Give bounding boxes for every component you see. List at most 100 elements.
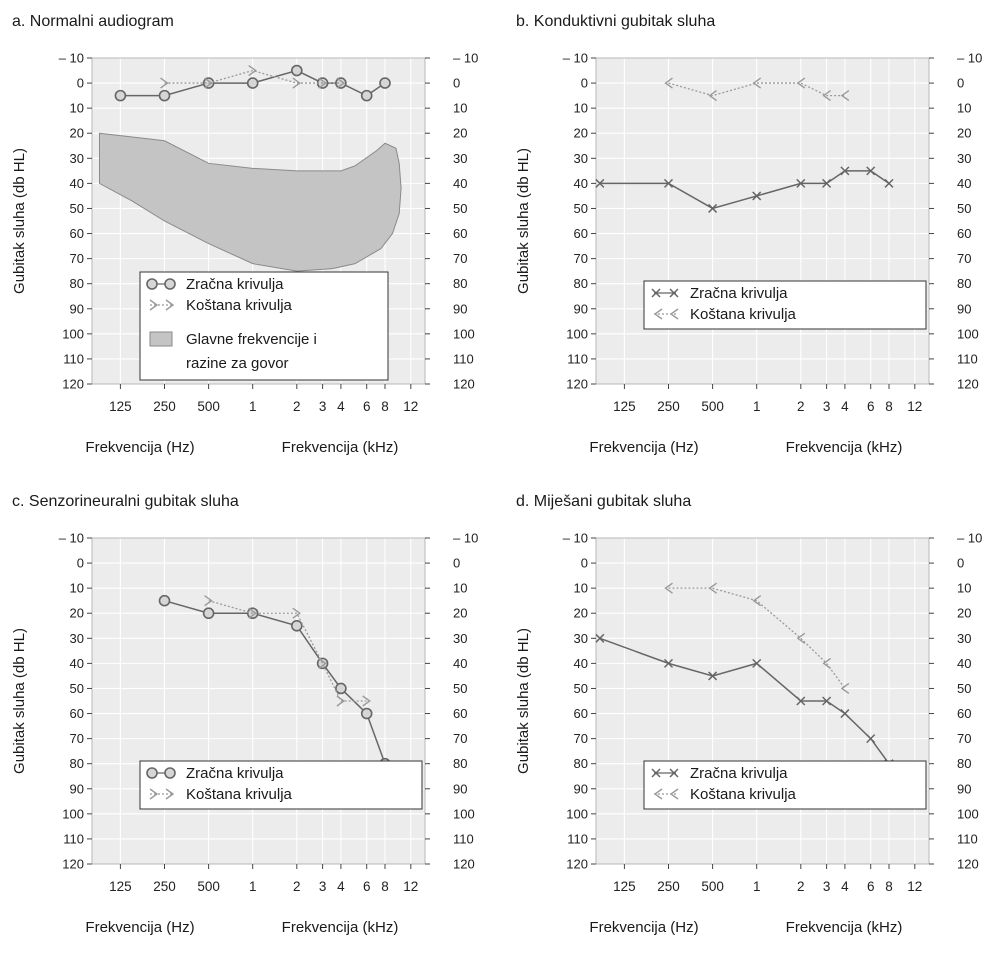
x-tick-label: 1 — [249, 399, 257, 414]
y-tick-label-right: 30 — [453, 631, 467, 646]
y-tick-label: 100 — [566, 806, 588, 821]
legend-air-marker — [651, 768, 661, 778]
y-tick-label: 70 — [70, 731, 84, 746]
series-air — [114, 64, 391, 102]
bone-point — [204, 77, 213, 89]
air-point — [158, 89, 171, 102]
y-tick-label-right: 90 — [453, 301, 467, 316]
y-tick-label-right: 20 — [957, 126, 971, 141]
series-air — [595, 633, 894, 769]
x-tick-label: 3 — [823, 399, 831, 414]
y-tick-label: 40 — [574, 176, 588, 191]
bone-point — [664, 582, 673, 594]
x-tick-label: 1 — [249, 879, 257, 894]
x-tick-label: 12 — [907, 399, 922, 414]
air-point — [114, 89, 127, 102]
air-point — [595, 178, 605, 188]
x-axis-label-hz: Frekvencija (Hz) — [85, 919, 194, 936]
y-tick-label-right: – 10 — [957, 51, 982, 66]
x-tick-label: 250 — [153, 399, 176, 414]
bone-point — [362, 695, 371, 707]
y-tick-label-right: 20 — [957, 606, 971, 621]
y-tick-label-right: 100 — [453, 806, 475, 821]
legend-label: razine za govor — [186, 355, 289, 372]
y-axis-label: Gubitak sluha (db HL) — [515, 628, 532, 774]
x-tick-label: 2 — [797, 879, 805, 894]
legend: Zračna krivulja Koštana krivulja — [643, 280, 927, 330]
bone-point — [318, 657, 327, 669]
legend-label: Koštana krivulja — [690, 786, 797, 803]
bone-point — [840, 682, 850, 695]
y-tick-label: 120 — [566, 857, 588, 872]
plot-frame — [595, 57, 930, 385]
legend-air-marker — [164, 278, 176, 290]
x-tick-label: 6 — [363, 879, 371, 894]
y-tick-label-right: 90 — [453, 781, 467, 796]
x-tick-label: 1 — [753, 879, 761, 894]
y-tick-label: 40 — [70, 656, 84, 671]
y-tick-label: 100 — [566, 326, 588, 341]
air-point — [822, 696, 832, 706]
y-tick-label: 120 — [62, 857, 84, 872]
air-point — [708, 203, 718, 213]
y-tick-label: 60 — [70, 226, 84, 241]
legend: Zračna krivulja Koštana krivulja — [139, 760, 423, 810]
audiogram-panel-d: d. Miješani gubitak sluha – 10 0 10 20 30 40 50… — [504, 480, 1008, 960]
y-tick-label-right: 70 — [453, 731, 467, 746]
y-tick-label: 70 — [574, 731, 588, 746]
x-tick-label: 250 — [657, 399, 680, 414]
legend-air-marker — [669, 768, 679, 778]
y-tick-label: 60 — [574, 226, 588, 241]
plot-area — [596, 58, 929, 384]
x-axis-label-khz: Frekvencija (kHz) — [282, 439, 399, 456]
x-tick-label: 3 — [823, 879, 831, 894]
y-tick-label-right: 60 — [453, 226, 467, 241]
x-tick-label: 125 — [613, 399, 636, 414]
x-tick-label: 125 — [613, 879, 636, 894]
y-tick-label-right: 110 — [957, 351, 978, 366]
chart-title: b. Konduktivni gubitak sluha — [516, 13, 715, 30]
y-tick-label: 120 — [62, 377, 84, 392]
x-tick-label: 1 — [753, 399, 761, 414]
y-tick-label-right: 100 — [957, 326, 979, 341]
audiogram-chart-d: d. Miješani gubitak sluha– 1001020304050… — [515, 493, 982, 936]
legend: Zračna krivulja Koštana krivulja — [643, 760, 927, 810]
air-point — [246, 77, 259, 89]
air-point — [335, 682, 347, 695]
legend-box — [139, 760, 423, 810]
bone-line — [668, 82, 845, 97]
air-point — [360, 707, 373, 720]
plot-area — [92, 538, 425, 864]
legend-box — [643, 280, 927, 330]
y-tick-label: 110 — [63, 831, 84, 846]
x-axis-label-khz: Frekvencija (kHz) — [786, 439, 903, 456]
y-tick-label-right: 40 — [957, 656, 971, 671]
y-tick-label: 10 — [574, 101, 588, 116]
series-bone — [664, 77, 850, 102]
x-axis-label-hz: Frekvencija (Hz) — [589, 439, 698, 456]
plot-frame — [91, 57, 426, 385]
y-tick-label: – 10 — [59, 531, 84, 546]
bone-point — [822, 657, 832, 669]
legend-bone-marker — [149, 299, 159, 311]
y-tick-label: 50 — [70, 681, 84, 696]
y-tick-label: 30 — [574, 151, 588, 166]
legend-box — [139, 271, 389, 381]
y-tick-label: 0 — [581, 556, 588, 571]
bone-point — [160, 77, 169, 89]
bone-point — [336, 77, 346, 89]
y-tick-label: 10 — [70, 101, 84, 116]
y-tick-label-right: 60 — [453, 706, 467, 721]
x-tick-label: 8 — [381, 399, 389, 414]
y-tick-label: 0 — [581, 76, 588, 91]
y-tick-label-right: 100 — [957, 806, 979, 821]
y-tick-label-right: 120 — [453, 857, 475, 872]
chart-title: c. Senzorineuralni gubitak sluha — [12, 493, 239, 510]
y-tick-label-right: 80 — [957, 756, 971, 771]
y-tick-label: 10 — [70, 581, 84, 596]
x-tick-label: 500 — [701, 879, 724, 894]
legend-bone-marker — [165, 299, 175, 311]
legend-air-marker — [669, 288, 679, 298]
air-point — [840, 166, 850, 176]
y-tick-label-right: 40 — [453, 656, 467, 671]
